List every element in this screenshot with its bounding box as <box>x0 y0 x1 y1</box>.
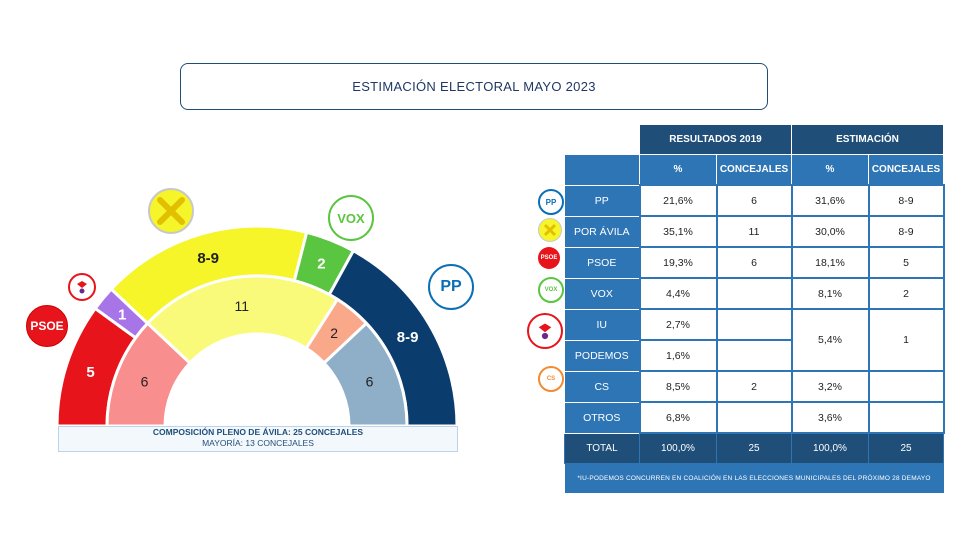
e-seats: 8-9 <box>867 184 945 217</box>
e-pct: 3,2% <box>790 370 870 403</box>
chart-title: ESTIMACIÓN ELECTORAL MAYO 2023 <box>180 63 768 110</box>
por-avila-table-logo-icon <box>538 218 562 242</box>
table-row: VOX 4,4% 8,1% 2 <box>564 277 945 310</box>
table-row: POR ÁVILA 35,1% 11 30,0% 8-9 <box>564 215 945 248</box>
e-seats <box>867 370 945 403</box>
table-group-header-row: RESULTADOS 2019 ESTIMACIÓN <box>564 124 944 155</box>
party-name: PODEMOS <box>564 339 640 372</box>
seat-label-cs: 2 <box>330 325 338 341</box>
table-row: IU 2,7% 5,4% 1 <box>564 308 945 372</box>
cs-table-logo-icon: CS <box>538 366 564 392</box>
table-corner <box>564 124 640 155</box>
r-pct: 4,4% <box>638 277 718 310</box>
psoe-logo-icon: PSOE <box>26 305 68 347</box>
subheader-e-pct: % <box>791 154 869 186</box>
composition-line2: MAYORÍA: 13 CONCEJALES <box>202 438 314 448</box>
table-subheader-row: % CONCEJALES % CONCEJALES <box>564 154 944 186</box>
r-seats <box>715 401 793 434</box>
seat-label-vox: 2 <box>317 255 325 272</box>
party-name: PP <box>564 184 640 217</box>
r-seats <box>715 339 793 372</box>
iu-podemos-e-pct: 5,4% <box>790 308 870 372</box>
r-seats: 6 <box>715 246 793 279</box>
iu-podemos-e-seats: 1 <box>867 308 945 372</box>
table-row: PODEMOS 1,6% <box>564 339 944 372</box>
seat-label-por-vila: 11 <box>235 298 250 314</box>
results-table: RESULTADOS 2019 ESTIMACIÓN % CONCEJALES … <box>564 124 945 493</box>
pp-table-logo-icon: PP <box>538 189 564 215</box>
party-name: IU <box>564 308 640 341</box>
psoe-table-logo-icon: PSOE <box>538 247 560 269</box>
r-seats: 2 <box>715 370 793 403</box>
e-pct: 31,6% <box>790 184 870 217</box>
r-pct: 21,6% <box>638 184 718 217</box>
party-name: VOX <box>564 277 640 310</box>
seat-label-pp: 8-9 <box>397 329 419 346</box>
e-pct: 30,0% <box>790 215 870 248</box>
seat-label-psoe: 6 <box>141 373 149 389</box>
e-pct: 8,1% <box>790 277 870 310</box>
total-label: TOTAL <box>564 432 640 464</box>
subheader-party <box>564 154 640 186</box>
iu-podemos-table-logo-icon <box>527 313 563 349</box>
table-row: PP 21,6% 6 31,6% 8-9 <box>564 184 945 217</box>
seat-segment-pp <box>321 321 409 428</box>
total-e-pct: 100,0% <box>791 432 869 464</box>
total-r-seats: 25 <box>716 432 792 464</box>
seat-label-pp: 6 <box>366 373 374 389</box>
r-pct: 35,1% <box>638 215 718 248</box>
vox-logo-icon: VOX <box>328 195 374 241</box>
e-seats: 5 <box>867 246 945 279</box>
seat-label-psoe: 5 <box>86 364 94 381</box>
inner-ring-resultados-2019 <box>105 274 409 428</box>
subheader-r-pct: % <box>639 154 717 186</box>
hemicycle-chart: 5 1 8-9 2 8-9 6 11 2 6 <box>55 224 459 428</box>
r-pct: 1,6% <box>638 339 718 372</box>
seat-label-iu-podemos: 1 <box>118 306 126 323</box>
total-e-seats: 25 <box>868 432 944 464</box>
subheader-r-seats: CONCEJALES <box>716 154 792 186</box>
composition-caption: COMPOSICIÓN PLENO DE ÁVILA: 25 CONCEJALE… <box>58 426 458 452</box>
pp-logo-icon: PP <box>428 264 474 310</box>
e-seats <box>867 401 945 434</box>
iu-podemos-logo-icon <box>68 273 96 301</box>
table-row: PSOE 19,3% 6 18,1% 5 <box>564 246 945 279</box>
table-row: CS 8,5% 2 3,2% <box>564 370 945 403</box>
table-total-row: TOTAL 100,0% 25 100,0% 25 <box>564 432 944 464</box>
party-name: OTROS <box>564 401 640 434</box>
seat-segment-por-vila <box>145 274 340 366</box>
header-estimacion: ESTIMACIÓN <box>791 124 944 155</box>
seat-labels: 5 1 8-9 2 8-9 6 11 2 6 <box>86 250 418 390</box>
r-seats: 6 <box>715 184 793 217</box>
e-pct: 18,1% <box>790 246 870 279</box>
header-resultados-2019: RESULTADOS 2019 <box>639 124 792 155</box>
r-pct: 19,3% <box>638 246 718 279</box>
total-r-pct: 100,0% <box>639 432 717 464</box>
e-seats: 8-9 <box>867 215 945 248</box>
footnote: *IU-PODEMOS CONCURREN EN COALICIÓN EN LA… <box>564 463 944 493</box>
r-seats <box>715 308 793 341</box>
e-seats: 2 <box>867 277 945 310</box>
party-name: POR ÁVILA <box>564 215 640 248</box>
subheader-e-seats: CONCEJALES <box>868 154 944 186</box>
party-name: CS <box>564 370 640 403</box>
r-pct: 6,8% <box>638 401 718 434</box>
r-seats: 11 <box>715 215 793 248</box>
party-name: PSOE <box>564 246 640 279</box>
vox-table-logo-icon: VOX <box>538 277 564 303</box>
r-pct: 8,5% <box>638 370 718 403</box>
por-avila-logo-icon <box>148 188 194 234</box>
table-footnote-row: *IU-PODEMOS CONCURREN EN COALICIÓN EN LA… <box>564 463 944 493</box>
seat-label-por-vila: 8-9 <box>197 250 219 267</box>
r-pct: 2,7% <box>638 308 718 341</box>
table-row: OTROS 6,8% 3,6% <box>564 401 945 434</box>
composition-line1: COMPOSICIÓN PLENO DE ÁVILA: 25 CONCEJALE… <box>152 427 364 437</box>
r-seats <box>715 277 793 310</box>
e-pct: 3,6% <box>790 401 870 434</box>
